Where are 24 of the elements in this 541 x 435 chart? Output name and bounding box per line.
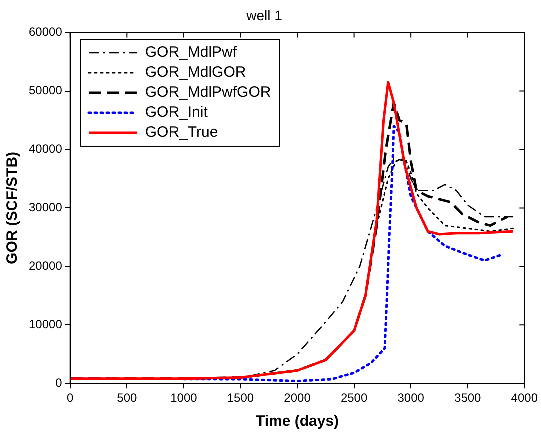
x-tick-label: 0 bbox=[67, 391, 74, 406]
y-tick-label: 0 bbox=[56, 376, 63, 390]
x-tick-label: 1500 bbox=[227, 391, 254, 406]
legend-label: GOR_MdlPwfGOR bbox=[145, 84, 272, 102]
y-axis-title: GOR (SCF/STB) bbox=[4, 152, 22, 264]
x-tick-label: 1000 bbox=[170, 391, 198, 406]
x-tick-label: 500 bbox=[117, 391, 138, 406]
y-tick-label: 20000 bbox=[28, 258, 63, 273]
chart-title: well 1 bbox=[246, 7, 283, 24]
legend-label: GOR_True bbox=[145, 124, 218, 142]
y-tick-label: 30000 bbox=[28, 200, 63, 215]
y-tick-label: 60000 bbox=[28, 25, 63, 40]
x-tick-label: 4000 bbox=[511, 391, 538, 406]
x-tick-label: 2500 bbox=[340, 391, 368, 406]
y-tick-label: 40000 bbox=[28, 142, 63, 156]
legend-label: GOR_Init bbox=[145, 104, 208, 122]
x-tick-label: 3500 bbox=[454, 391, 482, 406]
legend-label: GOR_MdlGOR bbox=[145, 64, 246, 82]
x-tick-label: 2000 bbox=[284, 391, 312, 406]
y-tick-label: 50000 bbox=[28, 84, 63, 98]
x-axis-title: Time (days) bbox=[256, 413, 340, 430]
y-tick-label: 10000 bbox=[28, 317, 63, 332]
x-tick-label: 3000 bbox=[398, 391, 425, 406]
legend-label: GOR_MdlPwf bbox=[145, 44, 238, 62]
